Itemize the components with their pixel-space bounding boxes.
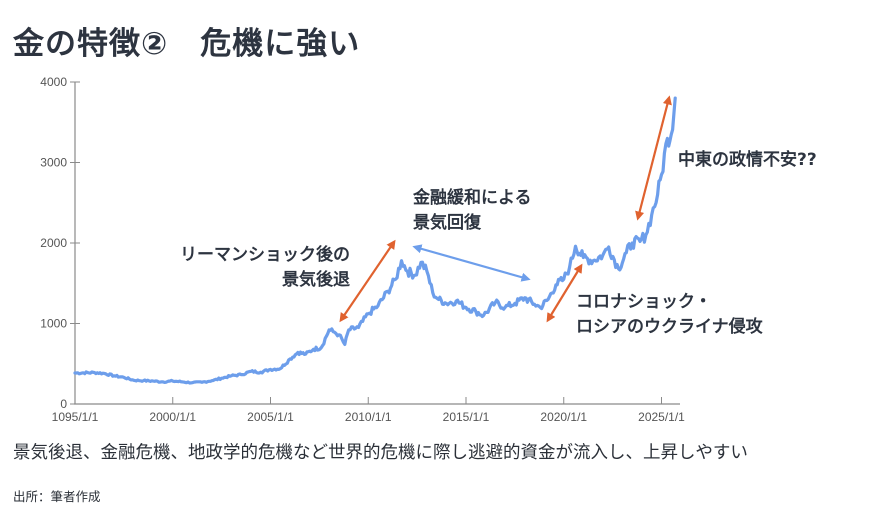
gold-price-series <box>73 96 677 385</box>
x-tick-label: 2010/1/1 <box>345 410 392 424</box>
x-axis: 1095/1/1 2000/1/1 2005/1/1 2010/1/1 2015/1/1… <box>52 397 685 424</box>
page-title: 金の特徴② 危機に強い <box>13 26 361 62</box>
corona-arrow-icon <box>546 263 583 323</box>
annotation-easing: 金融緩和による 景気回復 <box>413 186 532 236</box>
x-tick-label: 2005/1/1 <box>247 410 294 424</box>
annotation-corona-line1: コロナショック・ <box>576 292 712 312</box>
annotation-corona: コロナショック・ ロシアのウクライナ侵攻 <box>576 290 763 340</box>
chart-caption: 景気後退、金融危機、地政学的危機など世界的危機に際し逃避的資金が流入し、上昇しや… <box>13 443 748 463</box>
annotation-corona-line2: ロシアのウクライナ侵攻 <box>576 317 763 337</box>
source-note: 出所：筆者作成 <box>13 489 101 504</box>
y-tick-label: 1000 <box>40 317 67 331</box>
easing-arrow-icon <box>412 244 531 282</box>
x-tick-label: 2020/1/1 <box>540 410 587 424</box>
annotation-easing-line2: 景気回復 <box>413 213 481 233</box>
annotation-easing-line1: 金融緩和による <box>413 188 532 208</box>
y-axis: 0 1000 2000 3000 4000 <box>40 75 80 411</box>
x-tick-label: 2000/1/1 <box>149 410 196 424</box>
y-tick-label: 2000 <box>40 236 67 250</box>
annotation-lehman-line1: リーマンショック後の <box>180 245 350 265</box>
gold-price-line-chart: 0 1000 2000 3000 4000 1095/1/1 2000/1/1 2005/1… <box>40 75 685 424</box>
annotation-lehman-line2: 景気後退 <box>282 270 350 290</box>
annotation-lehman: リーマンショック後の 景気後退 <box>165 243 350 293</box>
lehman-arrow-icon <box>339 239 396 323</box>
y-tick-label: 3000 <box>40 156 67 170</box>
y-tick-label: 4000 <box>40 75 67 89</box>
annotation-mideast-line1: 中東の政情不安?? <box>678 150 817 170</box>
mideast-arrow-icon <box>635 95 672 221</box>
y-tick-label: 0 <box>60 397 67 411</box>
x-tick-label: 1095/1/1 <box>52 410 99 424</box>
annotation-mideast: 中東の政情不安?? <box>678 148 817 173</box>
x-tick-label: 2015/1/1 <box>443 410 490 424</box>
x-tick-label: 2025/1/1 <box>638 410 685 424</box>
